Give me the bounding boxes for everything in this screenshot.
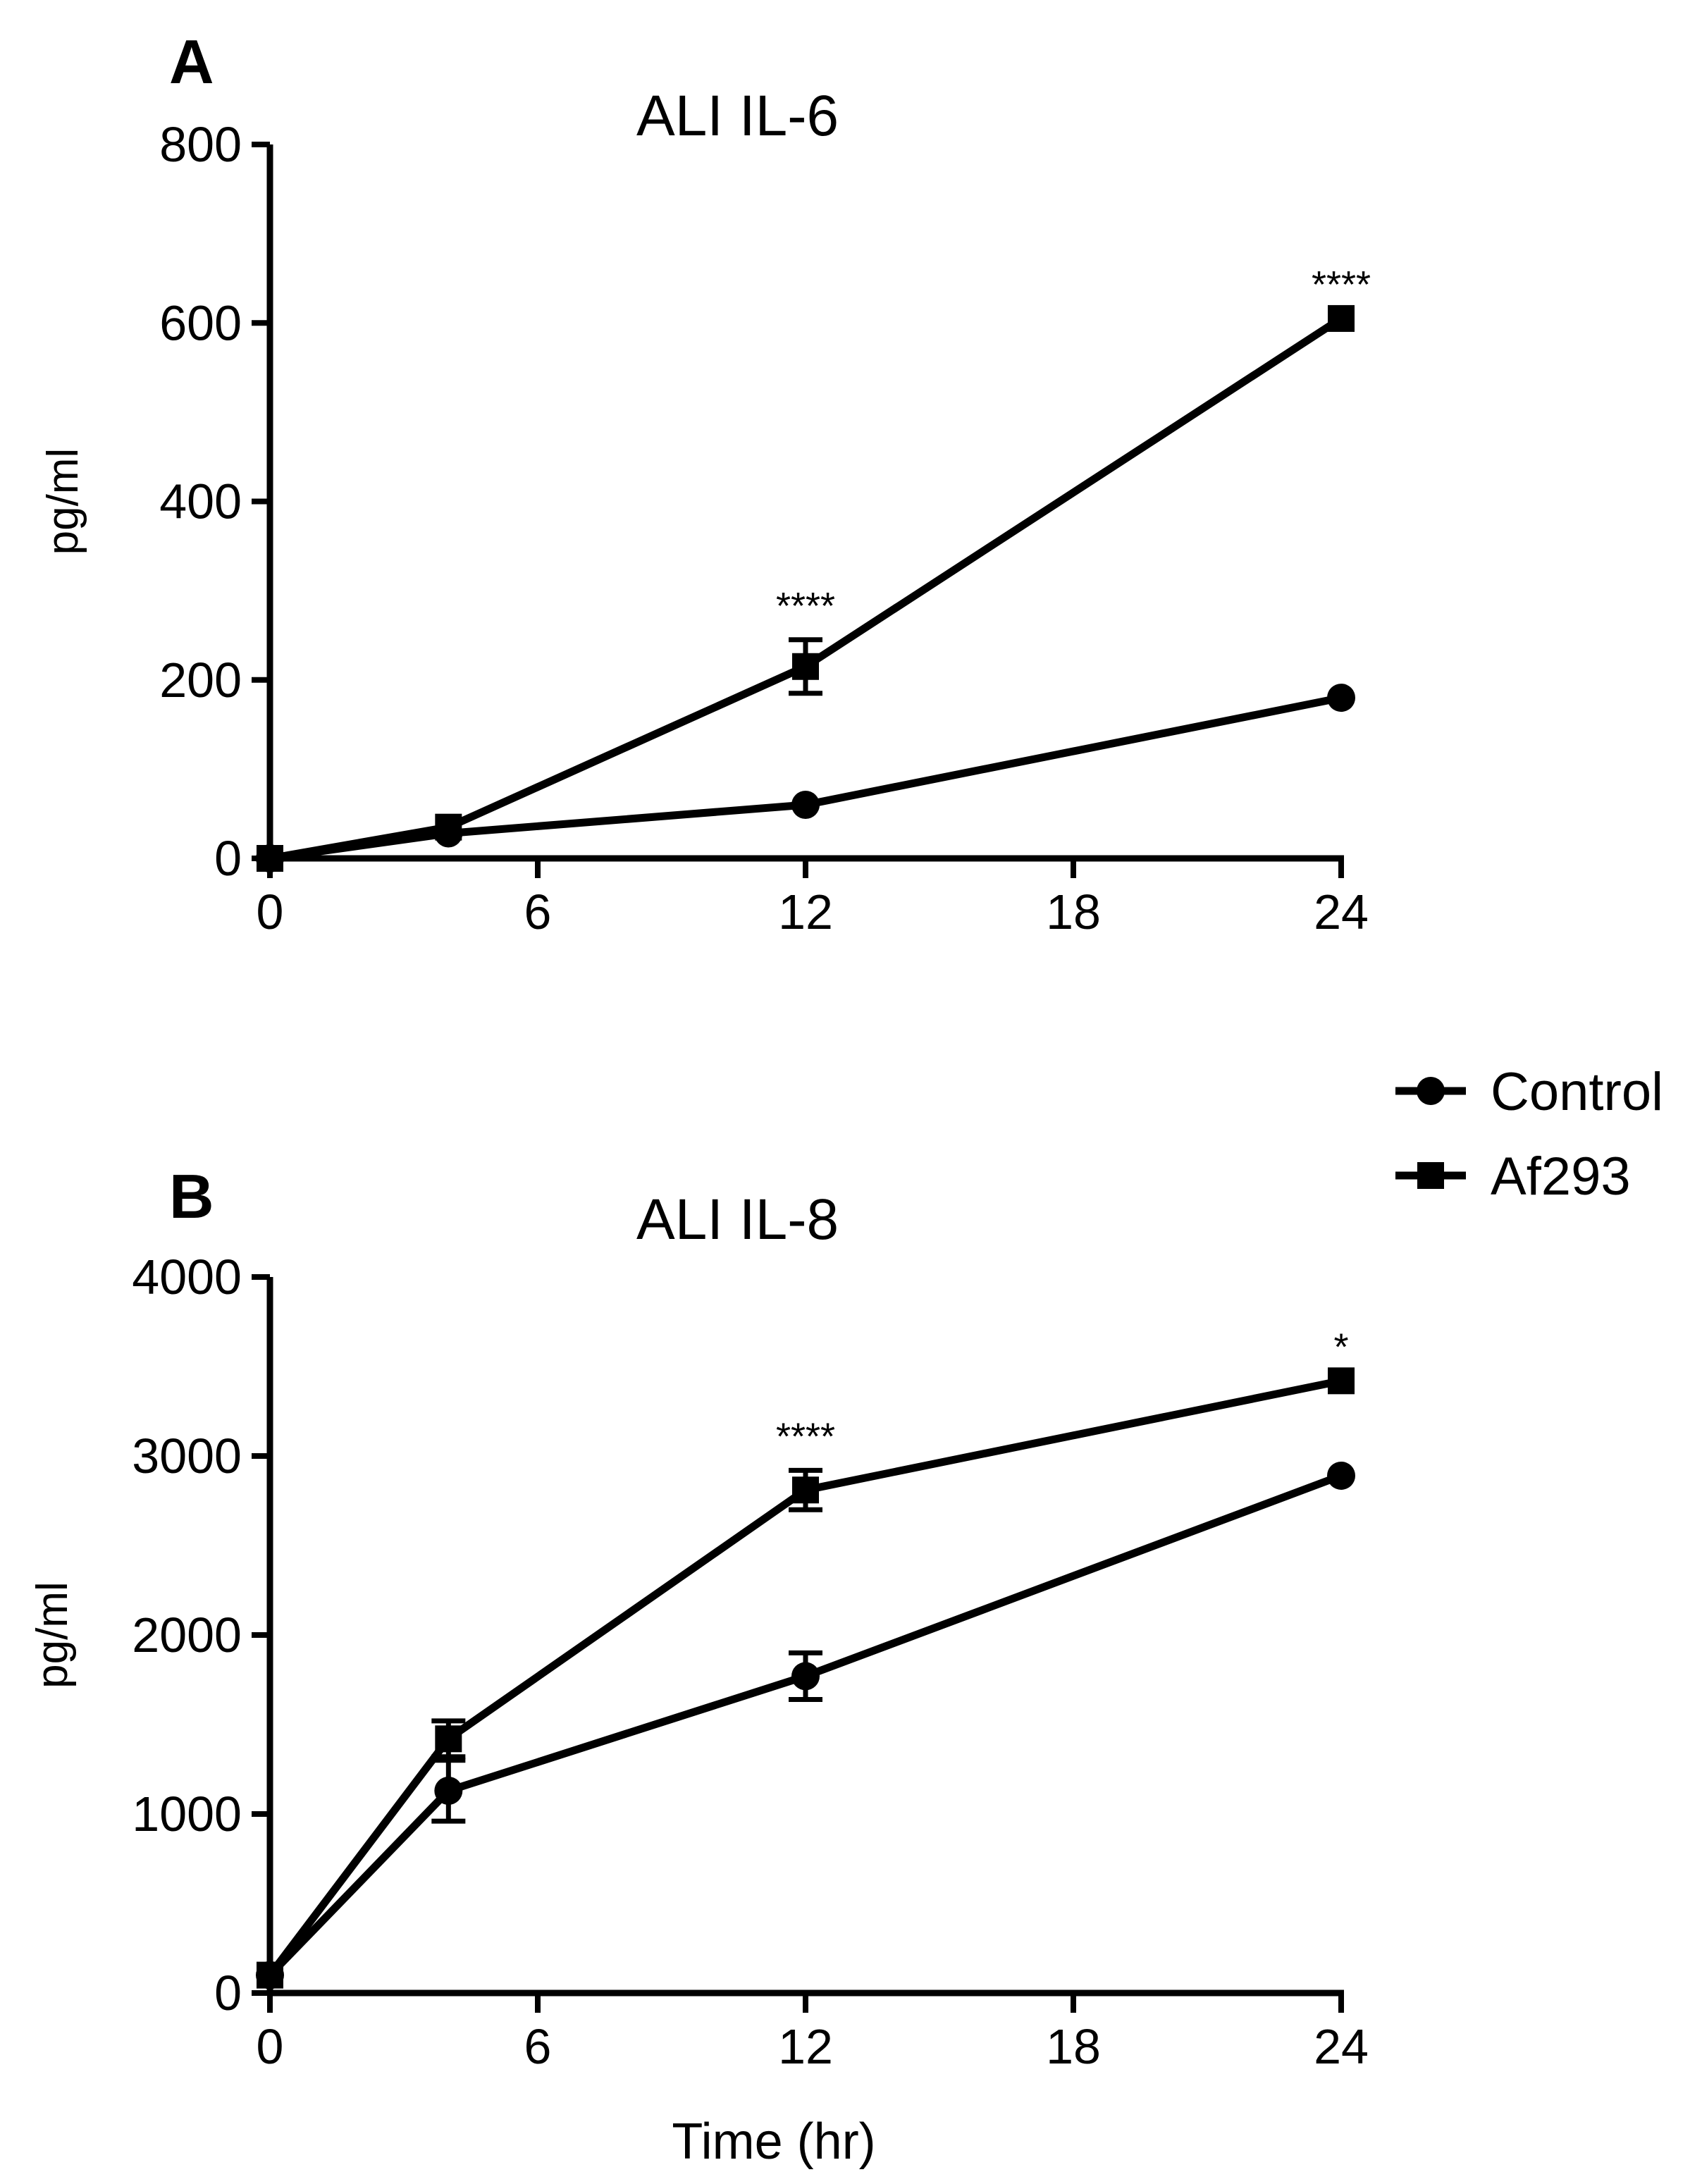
data-point-af293 <box>1328 304 1355 332</box>
legend-marker-control <box>1417 1077 1445 1105</box>
y-tick-label: 400 <box>159 474 242 529</box>
y-tick-label: 800 <box>159 117 242 172</box>
x-tick-label: 18 <box>1046 2019 1101 2074</box>
data-point-af293 <box>435 1725 462 1753</box>
x-tick-label: 18 <box>1046 884 1101 939</box>
data-point-control <box>791 791 820 820</box>
legend-marker-af293 <box>1417 1162 1444 1189</box>
x-tick-label: 24 <box>1314 2019 1369 2074</box>
data-point-control <box>791 1662 820 1691</box>
significance-marker: * <box>1333 1326 1348 1368</box>
y-tick-label: 2000 <box>132 1608 242 1662</box>
x-tick-label: 0 <box>257 2019 284 2074</box>
series-line-af293 <box>269 315 1343 863</box>
x-axis-label: Time (hr) <box>672 2114 875 2170</box>
y-tick-label: 600 <box>159 295 242 350</box>
chart-title: ALI IL-6 <box>636 84 839 148</box>
legend: Control Af293 <box>1395 1062 1663 1207</box>
data-point-af293 <box>792 653 819 680</box>
data-point-af293 <box>435 813 462 841</box>
x-tick-label: 6 <box>524 2019 552 2074</box>
y-tick-label: 200 <box>159 653 242 708</box>
y-axis-label: pg/ml <box>39 448 87 555</box>
data-point-af293 <box>257 1961 283 1989</box>
data-point-control <box>1327 1461 1355 1490</box>
x-tick-label: 24 <box>1314 884 1369 939</box>
x-tick-label: 12 <box>778 2019 833 2074</box>
y-tick-label: 0 <box>214 1966 242 2020</box>
series-line-control <box>267 1472 1343 1978</box>
y-tick-label: 3000 <box>132 1429 242 1483</box>
x-tick-label: 6 <box>524 884 552 939</box>
y-tick-label: 1000 <box>132 1787 242 1841</box>
x-tick-label: 12 <box>778 884 833 939</box>
panel-letter: B <box>169 1161 214 1231</box>
panel-a-chart: A ALI IL-6 0 200 400 600 800 0 6 12 18 24 pg/ml **** *… <box>39 27 1371 939</box>
chart-title: ALI IL-8 <box>636 1187 839 1252</box>
legend-label: Control <box>1491 1062 1663 1122</box>
significance-marker: **** <box>776 585 835 627</box>
series-line-af293 <box>266 1376 1343 1978</box>
data-point-af293 <box>1328 1367 1355 1395</box>
panel-letter: A <box>169 27 214 97</box>
x-tick-label: 0 <box>257 884 284 939</box>
significance-marker: **** <box>1312 264 1371 306</box>
panel-b-chart: B ALI IL-8 0 1000 2000 3000 4000 0 6 12 18 24 pg/ml T… <box>28 1161 1369 2170</box>
data-point-control <box>434 1776 463 1805</box>
data-point-af293 <box>792 1476 819 1504</box>
data-point-control <box>1327 684 1355 712</box>
y-axis-label: pg/ml <box>28 1581 77 1689</box>
y-tick-label: 4000 <box>132 1250 242 1304</box>
legend-label: Af293 <box>1491 1147 1631 1207</box>
data-point-af293 <box>257 845 283 872</box>
significance-marker: **** <box>776 1415 835 1457</box>
y-tick-label: 0 <box>214 831 242 886</box>
